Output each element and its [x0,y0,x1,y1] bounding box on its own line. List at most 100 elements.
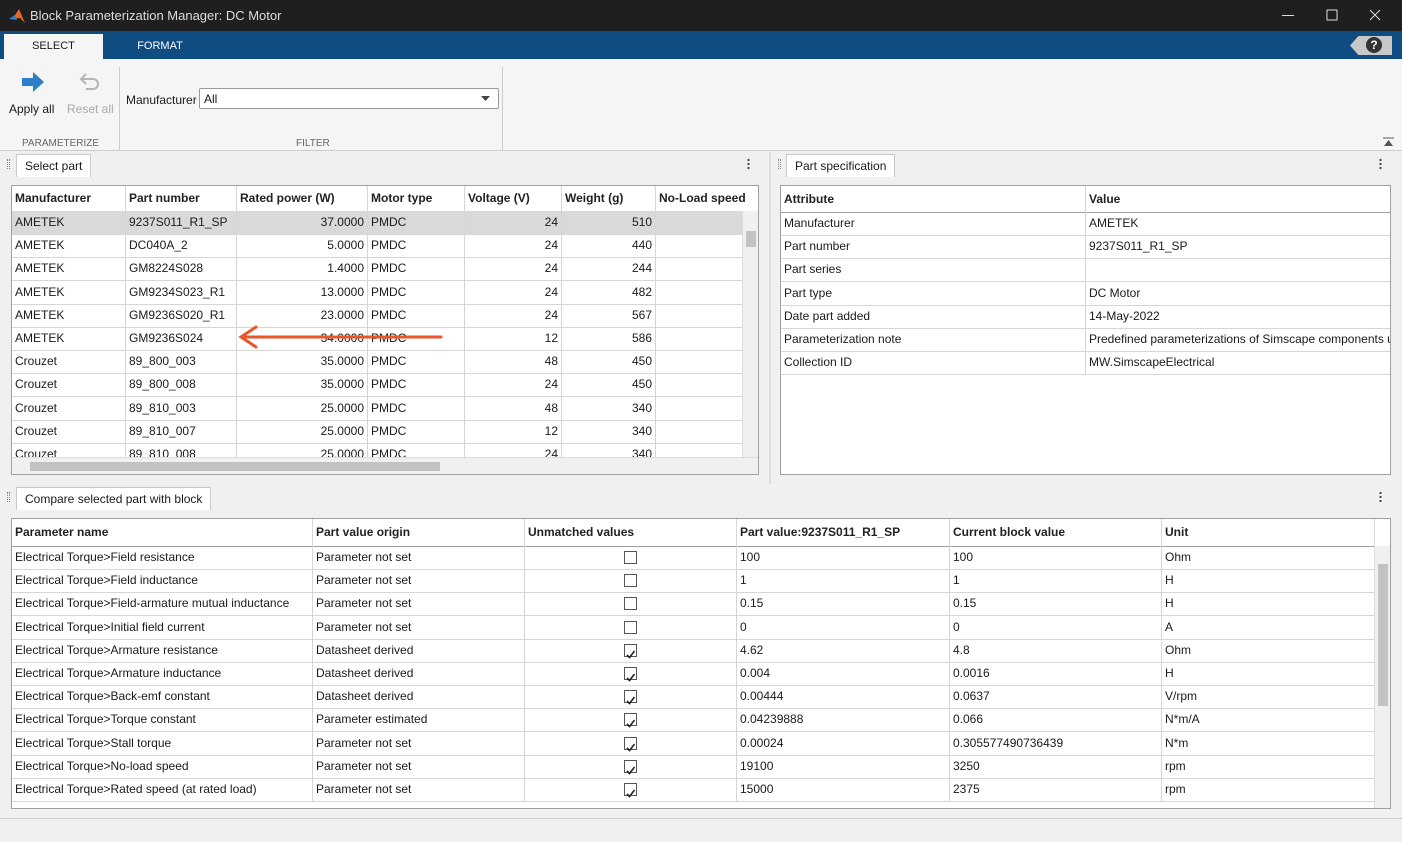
table-row[interactable]: Part type DC Motor [781,281,1390,306]
checkbox[interactable] [623,551,637,564]
column-header[interactable]: Motor type [368,186,465,211]
panel-menu[interactable] [1379,158,1382,170]
grip[interactable] [7,159,10,169]
table-cell: 35.0000 [237,373,368,397]
collapse-icon[interactable] [1383,137,1395,147]
table-row[interactable]: Electrical Torque>No-load speed Parameter… [12,754,1375,779]
checkbox[interactable] [623,713,637,729]
column-header[interactable]: Parameter name [12,519,313,546]
table-row[interactable]: Parameterization note Predefined paramete… [781,328,1390,352]
table-cell: PMDC [368,373,465,397]
table-row[interactable]: Electrical Torque>Back-emf constant Datas… [12,685,1375,710]
column-header[interactable]: Part value:9237S011_R1_SP [737,519,950,546]
panel-tab[interactable]: Select part [16,154,92,177]
panel-menu[interactable] [747,158,750,170]
panel-tab[interactable]: Part specification [786,154,896,177]
window-controls[interactable] [1270,0,1402,31]
table-cell: 24 [465,280,562,304]
table-row[interactable]: Crouzet 89_800_008 35.0000 PMDC 24 450 [12,373,758,398]
table-cell: 100 [737,546,950,569]
column-header[interactable]: Voltage (V) [465,186,562,211]
table-row[interactable]: Crouzet 89_800_003 35.0000 PMDC 48 450 [12,350,758,375]
table-cell: Part type [781,281,1086,305]
checkbox[interactable] [623,759,637,775]
column-header[interactable]: Part number [126,186,237,211]
reset-all-button[interactable]: Reset all [67,102,114,116]
help-button[interactable]: ? [1350,36,1392,55]
table-cell: AMETEK [12,257,126,281]
scroll-thumb[interactable] [746,231,756,247]
table-row[interactable]: Electrical Torque>Field resistance Parame… [12,546,1375,570]
table-cell: H [1162,662,1375,685]
scroll-thumb[interactable] [30,462,440,471]
column-header[interactable]: No-Load speed [656,186,758,211]
table-row[interactable]: Crouzet 89_810_007 25.0000 PMDC 12 340 [12,419,758,444]
table-cell: 1 [950,569,1162,593]
column-header[interactable]: Manufacturer [12,186,126,211]
grip[interactable] [7,492,10,502]
table-cell: Parameter not set [313,754,525,778]
check-mark [625,650,635,659]
table-row[interactable]: Part number 9237S011_R1_SP [781,235,1390,260]
column-header[interactable]: Unit [1162,519,1375,546]
horizontal-scrollbar[interactable] [12,457,758,474]
table-cell: H [1162,569,1375,593]
table-row[interactable]: Date part added 14-May-2022 [781,304,1390,329]
table-cell: GM8224S028 [126,257,237,281]
column-header[interactable]: Rated power (W) [237,186,368,211]
panel-header: Select part [0,152,769,177]
table-row[interactable]: Electrical Torque>Torque constant Paramet… [12,708,1375,733]
table-row[interactable]: Electrical Torque>Armature resistance Dat… [12,638,1375,663]
vertical-scrollbar[interactable] [1374,546,1390,808]
table-row[interactable]: Electrical Torque>Stall torque Parameter … [12,731,1375,756]
tab[interactable]: FORMAT [137,40,183,52]
table-cell: Parameter not set [313,546,525,569]
panel-header: Part specification [771,152,1402,177]
table-cell: Part number [781,235,1086,259]
table-row[interactable]: AMETEK GM9236S020_R1 23.0000 PMDC 24 567 [12,303,758,328]
table-row[interactable]: Electrical Torque>Initial field current P… [12,615,1375,640]
checkbox[interactable] [623,574,637,588]
table-row[interactable]: AMETEK GM9234S023_R1 13.0000 PMDC 24 482 [12,280,758,305]
table-cell: DC Motor [1086,282,1390,305]
table-row[interactable]: Crouzet 89_810_003 25.0000 PMDC 48 340 [12,396,758,421]
table-row[interactable]: Electrical Torque>Field inductance Parame… [12,569,1375,594]
table-cell [525,569,737,593]
column-header[interactable]: Unmatched values [525,519,737,546]
table-row[interactable]: Electrical Torque>Armature inductance Dat… [12,662,1375,686]
panel-menu[interactable] [1379,491,1382,503]
checkbox[interactable] [623,736,637,752]
table-row[interactable]: Collection ID MW.SimscapeElectrical [781,351,1390,376]
table-cell: 3250 [950,754,1162,778]
column-header[interactable]: Weight (g) [562,186,656,211]
column-header[interactable]: Attribute [781,186,1086,212]
table-row[interactable]: AMETEK DC040A_2 5.0000 PMDC 24 440 [12,234,758,259]
table-cell [525,778,737,801]
table-row[interactable]: AMETEK GM8224S028 1.4000 PMDC 24 244 [12,257,758,282]
grip[interactable] [778,159,781,169]
table-row[interactable]: AMETEK 9237S011_R1_SP 37.0000 PMDC 24 510 [12,211,758,235]
checkbox[interactable] [623,597,637,611]
checkbox[interactable] [623,667,637,682]
table-row[interactable]: Manufacturer AMETEK [781,212,1390,236]
table-row[interactable]: Part series [781,258,1390,283]
tab[interactable]: SELECT [4,34,103,59]
apply-all-button[interactable]: Apply all [9,102,55,116]
column-header[interactable]: Value [1086,186,1390,212]
manufacturer-dropdown[interactable]: All [199,88,499,109]
panel-tab[interactable]: Compare selected part with block [16,487,212,510]
table-row[interactable]: Electrical Torque>Field-armature mutual … [12,592,1375,617]
vertical-scrollbar[interactable] [742,211,758,457]
checkbox[interactable] [623,620,637,634]
table-cell: 0.004 [737,662,950,685]
table-cell: 14-May-2022 [1086,305,1390,328]
checkbox[interactable] [623,643,637,659]
column-header[interactable]: Part value origin [313,519,525,546]
scroll-thumb[interactable] [1378,564,1388,706]
checkbox[interactable] [623,783,637,798]
column-header[interactable]: Current block value [950,519,1162,546]
table-cell [525,685,737,709]
table-cell: 0.15 [737,592,950,616]
table-row[interactable]: Electrical Torque>Rated speed (at rated … [12,778,1375,802]
checkbox[interactable] [623,690,637,705]
